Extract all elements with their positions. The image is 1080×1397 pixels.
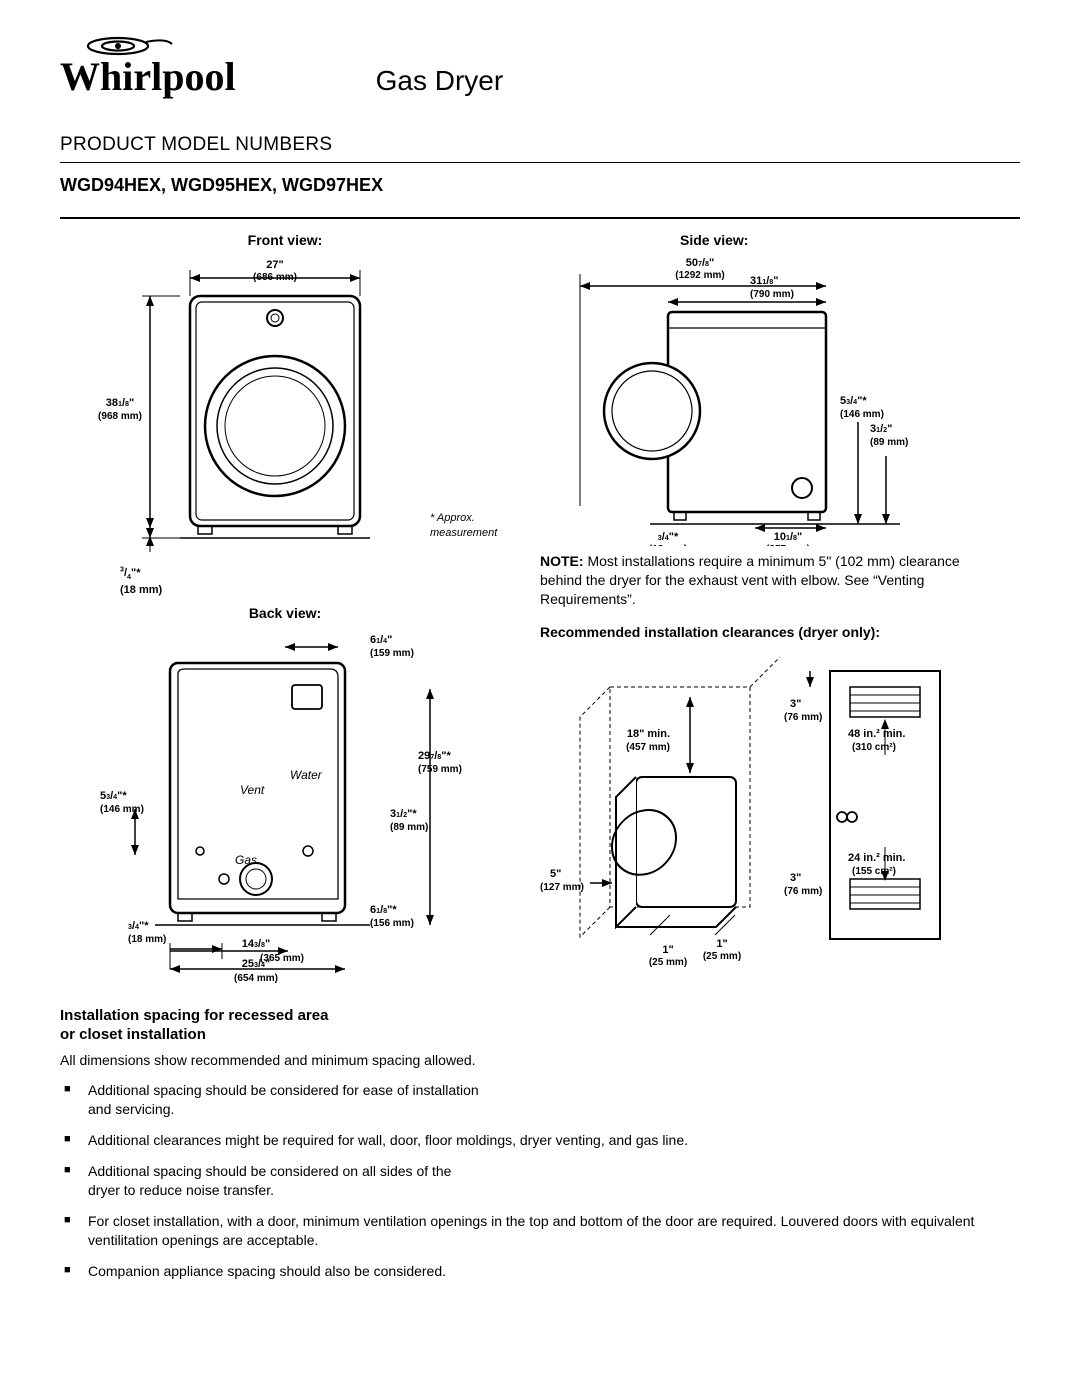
- svg-text:297/8"*: 297/8"*: [418, 750, 451, 762]
- svg-text:(18 mm): (18 mm): [128, 934, 166, 945]
- list-item: Additional spacing should be considered …: [60, 1081, 480, 1119]
- right-column: Side view: 507/8" (1292 mm) 311/8" (790 …: [540, 231, 1020, 989]
- svg-text:(146 mm): (146 mm): [100, 804, 144, 815]
- document-title: Gas Dryer: [376, 62, 504, 100]
- brand-logo: Whirlpool: [60, 50, 236, 104]
- brand-text: Whirlpool: [60, 54, 236, 99]
- svg-text:61/8"*: 61/8"*: [370, 904, 397, 916]
- svg-text:(76 mm): (76 mm): [784, 886, 822, 897]
- svg-text:1": 1": [716, 938, 727, 950]
- svg-text:(146 mm): (146 mm): [840, 409, 884, 420]
- swirl-icon: [84, 32, 174, 60]
- clearance-drawing: 18" min. (457 mm) 5" (127 mm) 1" (25 mm)…: [540, 647, 1020, 967]
- approx-note: * Approx. measurement: [430, 511, 510, 541]
- svg-text:253/4": 253/4": [242, 958, 271, 970]
- svg-text:(654 mm): (654 mm): [234, 973, 278, 984]
- svg-text:31/2"*: 31/2"*: [390, 808, 417, 820]
- note-text: Most installations require a minimum 5" …: [540, 553, 960, 607]
- svg-text:143/8": 143/8": [242, 938, 271, 950]
- list-item: Additional clearances might be required …: [60, 1131, 1020, 1150]
- svg-text:3/4"*: 3/4"*: [658, 531, 679, 543]
- svg-text:31/2": 31/2": [870, 423, 892, 435]
- svg-text:(159 mm): (159 mm): [370, 648, 414, 659]
- svg-text:(790 mm): (790 mm): [750, 289, 794, 300]
- svg-text:Vent: Vent: [240, 783, 265, 797]
- svg-text:(759 mm): (759 mm): [418, 764, 462, 775]
- svg-text:3": 3": [790, 698, 801, 710]
- svg-text:(155 cm²): (155 cm²): [852, 866, 896, 877]
- svg-text:(257 mm): (257 mm): [766, 544, 810, 546]
- front-foot-dim: 3/4"* (18 mm): [120, 566, 510, 598]
- svg-text:(76 mm): (76 mm): [784, 712, 822, 723]
- svg-text:3": 3": [790, 872, 801, 884]
- svg-text:(89 mm): (89 mm): [390, 822, 428, 833]
- svg-text:24 in.² min.: 24 in.² min.: [848, 852, 905, 864]
- install-bullets: Additional spacing should be considered …: [60, 1081, 1020, 1280]
- svg-text:(25 mm): (25 mm): [703, 951, 741, 962]
- svg-text:(89 mm): (89 mm): [870, 437, 908, 448]
- svg-text:1": 1": [662, 944, 673, 956]
- back-view-label: Back view:: [60, 604, 510, 623]
- svg-text:(686 mm): (686 mm): [253, 272, 297, 283]
- model-numbers: WGD94HEX, WGD95HEX, WGD97HEX: [60, 173, 1020, 197]
- svg-text:53/4"*: 53/4"*: [840, 395, 867, 407]
- svg-text:(25 mm): (25 mm): [649, 957, 687, 967]
- svg-text:101/8": 101/8": [774, 531, 803, 543]
- install-lead: All dimensions show recommended and mini…: [60, 1051, 1020, 1070]
- clearance-title: Recommended installation clearances (dry…: [540, 623, 1020, 642]
- header: Whirlpool Gas Dryer: [60, 50, 1020, 104]
- svg-text:(156 mm): (156 mm): [370, 918, 414, 929]
- svg-text:(127 mm): (127 mm): [540, 882, 584, 893]
- section-heading: PRODUCT MODEL NUMBERS: [60, 132, 1020, 163]
- list-item: Additional spacing should be considered …: [60, 1162, 480, 1200]
- svg-text:18" min.: 18" min.: [627, 728, 670, 740]
- svg-text:507/8": 507/8": [686, 257, 715, 269]
- svg-text:27": 27": [266, 259, 283, 271]
- svg-text:(457 mm): (457 mm): [626, 742, 670, 753]
- note-prefix: NOTE:: [540, 553, 584, 569]
- back-view-drawing: 61/4" (159 mm) Vent Water Gas 297/8"*: [60, 629, 480, 989]
- side-view-label: Side view:: [680, 231, 1020, 250]
- svg-text:Gas: Gas: [235, 853, 257, 867]
- svg-text:381/8": 381/8": [106, 397, 135, 409]
- svg-text:61/4": 61/4": [370, 634, 392, 646]
- divider: [60, 217, 1020, 219]
- front-view-drawing: 27" (686 mm) 381/8" (968 mm): [60, 256, 480, 566]
- left-column: Front view: 27" (686 mm): [60, 231, 510, 989]
- front-view-label: Front view:: [60, 231, 510, 250]
- svg-text:(1292 mm): (1292 mm): [675, 270, 724, 281]
- svg-text:311/8": 311/8": [750, 275, 779, 287]
- svg-text:(310 cm²): (310 cm²): [852, 742, 896, 753]
- svg-text:(968 mm): (968 mm): [98, 411, 142, 422]
- svg-text:48 in.² min.: 48 in.² min.: [848, 728, 905, 740]
- side-view-drawing: 507/8" (1292 mm) 311/8" (790 mm) 53/4"*: [540, 256, 1020, 546]
- install-note: NOTE: Most installations require a minim…: [540, 552, 960, 609]
- install-spacing-title: Installation spacing for recessed area o…: [60, 1007, 1020, 1045]
- list-item: For closet installation, with a door, mi…: [60, 1212, 1020, 1250]
- svg-text:53/4"*: 53/4"*: [100, 790, 127, 802]
- drawings-grid: Front view: 27" (686 mm): [60, 231, 1020, 989]
- svg-text:(18 mm): (18 mm): [649, 544, 687, 546]
- svg-text:5": 5": [550, 868, 561, 880]
- list-item: Companion appliance spacing should also …: [60, 1262, 1020, 1281]
- svg-text:Water: Water: [290, 768, 323, 782]
- svg-text:3/4"*: 3/4"*: [128, 920, 149, 932]
